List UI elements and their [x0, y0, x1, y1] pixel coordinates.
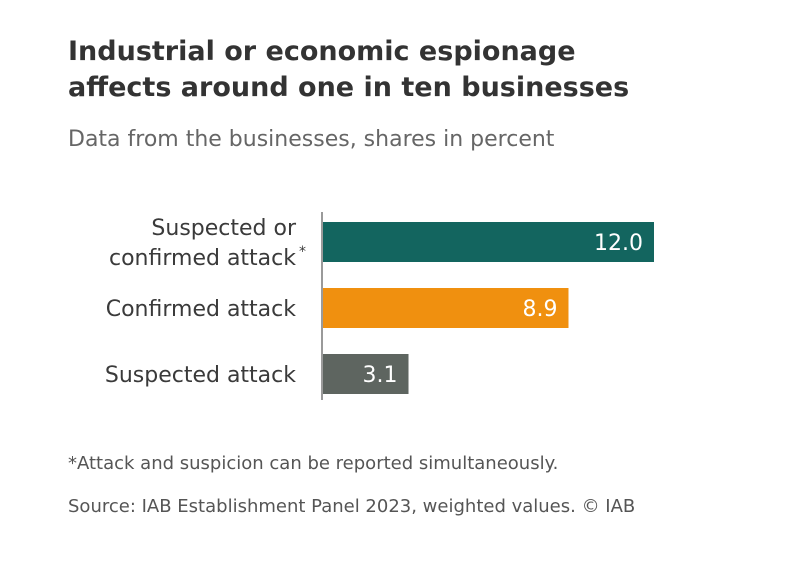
- category-label-3-line-1: Suspected attack: [105, 363, 296, 388]
- footnote-mark-1: *: [299, 244, 306, 260]
- footnote: *Attack and suspicion can be reported si…: [68, 453, 559, 474]
- bar-3: [323, 354, 409, 394]
- source-note: Source: IAB Establishment Panel 2023, we…: [68, 496, 636, 517]
- title-line-2: affects around one in ten businesses: [68, 72, 630, 103]
- category-label-1-line-1: Suspected or: [151, 216, 297, 241]
- chart-title: Industrial or economic espionage affects…: [68, 34, 768, 106]
- chart-subtitle: Data from the businesses, shares in perc…: [68, 127, 555, 152]
- title-line-1: Industrial or economic espionage: [68, 36, 576, 67]
- bar-chart: 12.0 Suspected or confirmed attack * 8.9 Conf…: [105, 212, 654, 400]
- data-label-2: 8.9: [522, 297, 557, 322]
- bar-2: [323, 288, 569, 328]
- bar-1: [323, 222, 654, 262]
- category-label-1-line-2: confirmed attack: [109, 246, 296, 271]
- data-label-3: 3.1: [363, 363, 398, 388]
- data-label-1: 12.0: [594, 231, 643, 256]
- category-label-2-line-1: Confirmed attack: [106, 297, 297, 322]
